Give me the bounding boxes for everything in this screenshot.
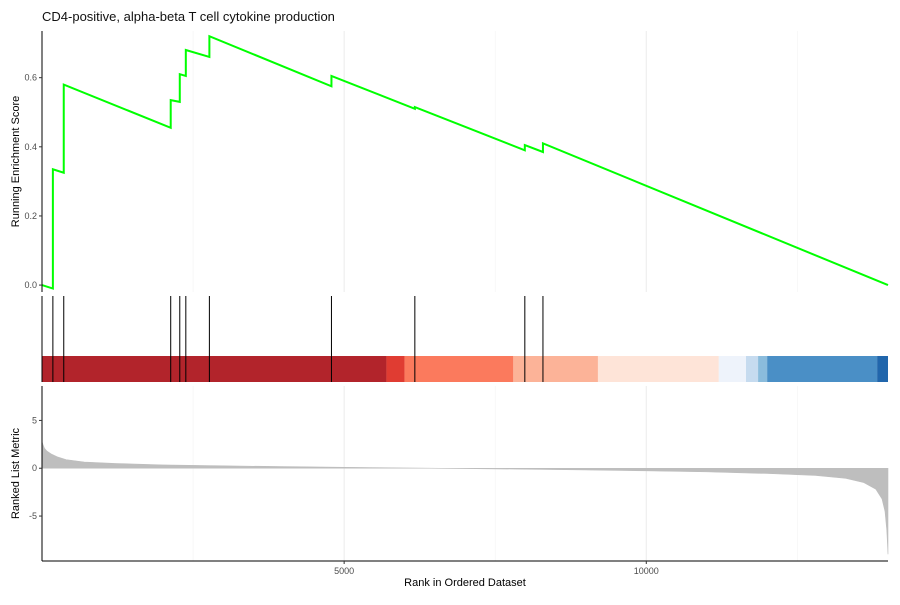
metric-y-tick-label-1: 0 — [32, 463, 37, 473]
enrichment-score-line — [41, 34, 889, 290]
rank-color-band-9 — [877, 356, 888, 382]
es-y-tick-label-2: 0.4 — [24, 142, 37, 152]
rank-color-band-8 — [767, 356, 878, 382]
rank-color-band-0 — [42, 356, 387, 382]
rank-color-band-5 — [718, 356, 746, 382]
rank-color-band-7 — [758, 356, 768, 382]
x-tick-label-0: 5000 — [334, 566, 354, 576]
rank-color-band-2 — [404, 356, 514, 382]
chart-title: CD4-positive, alpha-beta T cell cytokine… — [42, 9, 335, 24]
es-y-tick-label-1: 0.2 — [24, 211, 37, 221]
metric-y-tick-label-2: -5 — [29, 511, 37, 521]
metric-y-axis-label: Ranked List Metric — [10, 427, 22, 519]
rank-color-band-3 — [513, 356, 598, 382]
x-tick-label-1: 10000 — [634, 566, 659, 576]
es-y-tick-label-0: 0.0 — [24, 280, 37, 290]
rank-color-band-1 — [386, 356, 405, 382]
rank-color-band-6 — [745, 356, 759, 382]
es-y-axis-label: Running Enrichment Score — [10, 96, 22, 227]
metric-y-tick-label-0: 5 — [32, 415, 37, 425]
ranked-metric-area — [41, 441, 889, 555]
es-y-tick-label-3: 0.6 — [24, 73, 37, 83]
x-axis-label: Rank in Ordered Dataset — [404, 577, 526, 589]
rank-color-band-4 — [597, 356, 719, 382]
